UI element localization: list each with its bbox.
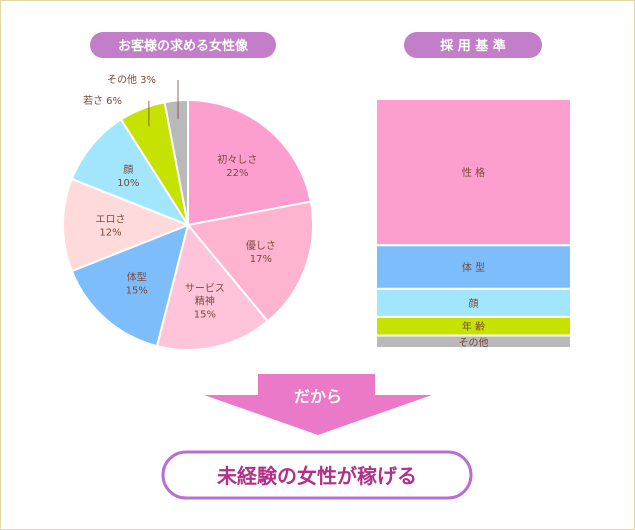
stack-label-3: 年 齢: [462, 320, 485, 333]
pie-label-0: 初々しさ 22%: [217, 153, 257, 179]
pie-slice-7: [163, 98, 189, 226]
stack-segment-1: [375, 244, 572, 290]
stack-label-0: 性 格: [462, 166, 485, 179]
result-label: 未経験の女性が稼げる: [217, 464, 417, 488]
stack-segment-4: [375, 334, 572, 349]
pie-label-2: サービス精神 15%: [185, 283, 225, 321]
arrow: だから: [204, 374, 432, 435]
pie-slice-2: [155, 222, 270, 351]
stack-label-4: その他: [459, 336, 489, 349]
arrow-label: だから: [294, 387, 342, 406]
pie-label-3: 体型 15%: [126, 271, 148, 297]
pie-slice-3: [70, 223, 190, 348]
pie-callout-label-7: その他 3%: [107, 73, 156, 86]
pie-slice-0: [187, 98, 312, 227]
down-arrow-icon: [204, 374, 432, 435]
stack-segment-0: [375, 98, 572, 247]
bar-header-pill: [404, 32, 542, 58]
pie-callout-label-6: 若さ 6%: [83, 94, 122, 107]
pie-label-5: 顔 10%: [117, 163, 139, 189]
result-banner: 未経験の女性が稼げる: [161, 450, 473, 500]
stack-label-1: 体 型: [462, 261, 485, 274]
pie-header-pill: [90, 32, 276, 58]
pie-label-1: 優しさ 17%: [246, 239, 276, 265]
pie-label-4: エロさ 12%: [96, 214, 126, 239]
pie-slice-5: [70, 118, 191, 228]
pie-header-label: お客様の求める女性像: [118, 38, 249, 54]
stack-label-2: 顔: [469, 297, 479, 310]
stack-segment-2: [375, 287, 572, 318]
bar-header-label: 採 用 基 準: [440, 38, 506, 54]
pie-slice-4: [62, 177, 191, 273]
bar-header: 採 用 基 準: [404, 32, 542, 58]
pie-header: お客様の求める女性像: [90, 32, 276, 58]
result-pill: [161, 450, 473, 500]
pie-slice-1: [186, 200, 314, 323]
pie-callouts: 若さ 6% その他 3%: [83, 73, 179, 127]
pie-chart: 初々しさ 22% 優しさ 17% サービス精神 15% 体型 15% エロさ 12% 顔 10%: [62, 98, 314, 351]
